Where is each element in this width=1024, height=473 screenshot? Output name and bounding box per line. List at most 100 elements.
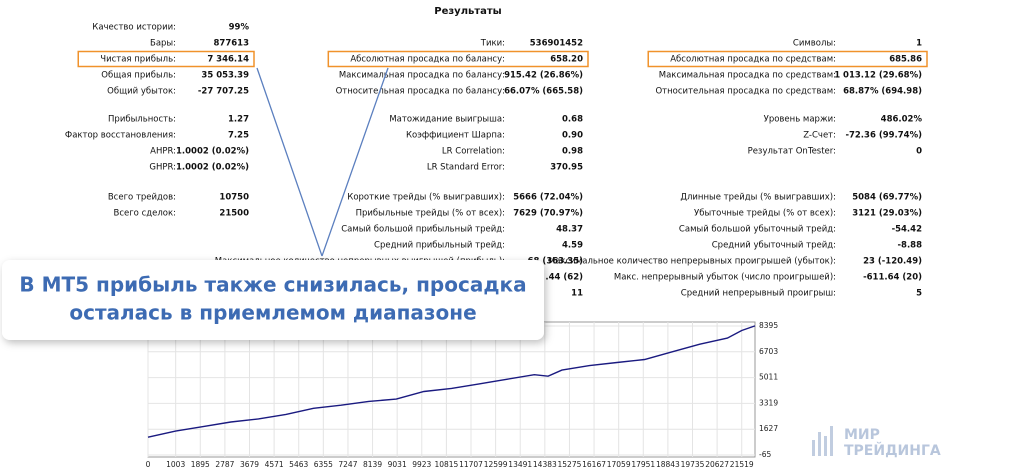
x-tick-label: 0 bbox=[146, 460, 151, 469]
x-tick-label: 20627 bbox=[705, 460, 729, 469]
stat-value: 1 bbox=[916, 39, 922, 49]
x-tick-label: 21519 bbox=[730, 460, 754, 469]
stat-label: Z-Счет: bbox=[803, 131, 836, 141]
stat-label: Убыточные трейды (% от всех): bbox=[694, 209, 836, 219]
stat-value: -72.36 (99.74%) bbox=[845, 131, 922, 141]
stat-label: Чистая прибыль: bbox=[100, 55, 176, 65]
x-tick-label: 9031 bbox=[388, 460, 407, 469]
stat-label: Тики: bbox=[480, 39, 505, 49]
y-tick-label: 6703 bbox=[759, 347, 778, 356]
x-tick-label: 7247 bbox=[338, 460, 357, 469]
x-tick-label: 14383 bbox=[533, 460, 557, 469]
stat-value: 658.20 bbox=[550, 55, 583, 65]
stat-value: 66.07% (665.58) bbox=[504, 87, 583, 97]
stat-value: 7.25 bbox=[228, 131, 249, 141]
stat-label: LR Correlation: bbox=[442, 147, 505, 157]
stat-value: 1.0002 (0.02%) bbox=[176, 147, 249, 157]
stat-value: -611.64 (20) bbox=[863, 273, 922, 283]
callout-box bbox=[2, 260, 544, 340]
logo: МИР ТРЕЙДИНГА bbox=[812, 426, 941, 459]
x-tick-label: 6355 bbox=[314, 460, 333, 469]
stat-label: Всего сделок: bbox=[113, 209, 176, 219]
x-tick-label: 5463 bbox=[289, 460, 308, 469]
stat-value: .44 (62) bbox=[545, 273, 583, 283]
x-tick-label: 16167 bbox=[582, 460, 606, 469]
stat-value: -54.42 bbox=[892, 225, 922, 235]
stat-label: Длинные трейды (% выигравших): bbox=[680, 193, 836, 203]
stat-label: Относительная просадка по средствам: bbox=[655, 87, 836, 97]
stat-value: 915.42 (26.86%) bbox=[504, 71, 583, 81]
stat-value: 11 bbox=[571, 289, 583, 299]
stat-label: Прибыльные трейды (% от всех): bbox=[356, 209, 505, 219]
stat-value: -27 707.25 bbox=[198, 87, 249, 97]
stat-label: Максимальная просадка по балансу: bbox=[339, 71, 505, 81]
stat-value: 68 (363.35) bbox=[528, 257, 583, 267]
stat-label: Общая прибыль: bbox=[101, 71, 176, 81]
stat-value: 0.68 bbox=[562, 115, 583, 125]
stat-value: 5084 (69.77%) bbox=[852, 193, 922, 203]
y-tick-label: 5011 bbox=[759, 373, 778, 382]
stat-value: 4.59 bbox=[562, 241, 583, 251]
stat-label: Абсолютная просадка по балансу: bbox=[350, 55, 505, 65]
stat-value: 35 053.39 bbox=[201, 71, 249, 81]
stat-label: Абсолютная просадка по средствам: bbox=[670, 55, 836, 65]
stat-label: GHPR: bbox=[149, 163, 176, 173]
stat-value: 7629 (70.97%) bbox=[513, 209, 583, 219]
stat-value: 48.37 bbox=[556, 225, 583, 235]
stat-label: Результат OnTester: bbox=[748, 147, 836, 157]
equity-line bbox=[147, 325, 756, 438]
arrows bbox=[256, 67, 389, 257]
callout-text: В МТ5 прибыль также снизилась, просадка bbox=[19, 273, 526, 297]
arrow bbox=[321, 67, 389, 257]
stat-label: Средний непрерывный проигрыш: bbox=[681, 289, 836, 299]
logo-text: МИР bbox=[844, 427, 880, 443]
stat-label: Самый большой убыточный трейд: bbox=[679, 225, 836, 235]
y-tick-label: 8395 bbox=[759, 321, 778, 330]
plot-area bbox=[147, 321, 756, 458]
stat-value: 68.87% (694.98) bbox=[843, 87, 922, 97]
x-tick-label: 8139 bbox=[363, 460, 382, 469]
x-tick-label: 1895 bbox=[191, 460, 210, 469]
stat-value: 1 013.12 (29.68%) bbox=[834, 71, 922, 81]
stat-label: AHPR: bbox=[150, 147, 176, 157]
stat-value: 10750 bbox=[219, 193, 249, 203]
stat-value: 1.27 bbox=[228, 115, 249, 125]
stat-value: 486.02% bbox=[881, 115, 923, 125]
highlight-box bbox=[77, 50, 255, 68]
x-tick-label: 18843 bbox=[656, 460, 680, 469]
x-tick-label: 11707 bbox=[459, 460, 483, 469]
y-tick-label: -65 bbox=[759, 450, 771, 459]
stat-label: LR Standard Error: bbox=[427, 163, 505, 173]
x-tick-label: 12599 bbox=[484, 460, 508, 469]
x-tick-label: 9923 bbox=[412, 460, 431, 469]
stat-value: 5 bbox=[916, 289, 922, 299]
stat-value: 7 346.14 bbox=[207, 55, 249, 65]
stat-label: Фактор восстановления: bbox=[65, 131, 176, 141]
logo-text: ТРЕЙДИНГА bbox=[844, 442, 941, 459]
stat-label: Матожидание выигрыша: bbox=[389, 115, 505, 125]
logo-icon bbox=[812, 426, 833, 456]
stat-value: 99% bbox=[229, 23, 250, 33]
stat-value: 23 (-120.49) bbox=[863, 257, 922, 267]
x-tick-label: 17059 bbox=[607, 460, 631, 469]
stat-label: Коэффициент Шарпа: bbox=[406, 131, 505, 141]
stat-label: Относительная просадка по балансу: bbox=[336, 87, 505, 97]
stat-value: 536901452 bbox=[530, 39, 583, 49]
equity-chart: 0 1003 1895 2787 3679 4571 5463 6355 7247 8139 903… bbox=[146, 321, 779, 469]
highlight-box bbox=[327, 50, 589, 68]
stat-label: Самый большой прибыльный трейд: bbox=[341, 225, 505, 235]
y-tick-label: 3319 bbox=[759, 398, 778, 407]
stat-label: Символы: bbox=[793, 39, 836, 49]
stat-label: Бары: bbox=[150, 39, 176, 49]
arrow bbox=[256, 67, 323, 257]
stat-value: 370.95 bbox=[550, 163, 583, 173]
report-title: Результаты bbox=[434, 6, 501, 17]
stat-value: 685.86 bbox=[889, 55, 922, 65]
stat-value: 877613 bbox=[214, 39, 250, 49]
stat-value: 5666 (72.04%) bbox=[513, 193, 583, 203]
stat-label: Качество истории: bbox=[92, 23, 176, 33]
stat-label: Средний прибыльный трейд: bbox=[374, 241, 505, 251]
stat-value: -8.88 bbox=[898, 241, 923, 251]
stat-label: Короткие трейды (% выигравших): bbox=[347, 193, 505, 203]
